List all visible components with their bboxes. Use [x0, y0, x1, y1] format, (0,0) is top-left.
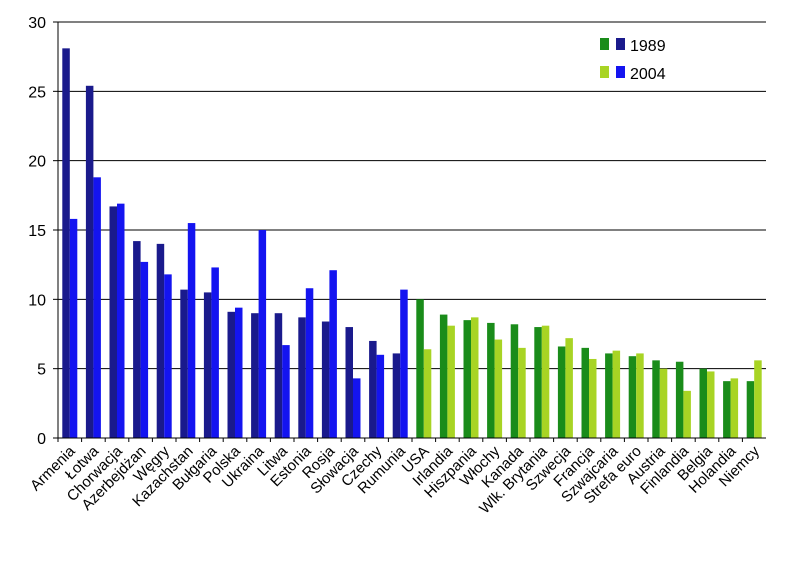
bar-1989-17: [463, 320, 471, 438]
legend: 1989 2004: [600, 38, 666, 83]
bar-1989-28: [723, 381, 731, 438]
bar-2004-3: [140, 261, 149, 438]
bar-1989-26: [675, 361, 684, 438]
bar-2004-20: [541, 325, 550, 438]
bar-2004-13: [376, 354, 385, 438]
bar-1989-12: [345, 327, 353, 438]
bar-1989-18: [487, 322, 495, 438]
bar-2004-5: [187, 223, 196, 438]
bar-1989-2: [109, 206, 117, 438]
legend-swatch-2004-eastern: [600, 66, 609, 78]
bar-1989-25: [652, 360, 660, 438]
bar-2004-2: [117, 203, 125, 438]
bar-1989-5: [180, 289, 188, 438]
bar-1989-3: [133, 241, 141, 438]
bar-1989-29: [746, 381, 755, 438]
legend-swatch-2004-western: [616, 66, 625, 78]
bar-2004-9: [282, 345, 290, 438]
bar-1989-1: [85, 85, 94, 438]
y-tick-label-5: 5: [37, 362, 46, 379]
y-tick-label-20: 20: [28, 154, 46, 171]
bar-1989-23: [605, 353, 613, 438]
bar-2004-23: [612, 350, 621, 438]
y-tick-label-0: 0: [37, 431, 46, 448]
bar-1989-19: [510, 324, 519, 438]
y-tick-label-30: 30: [28, 15, 46, 32]
bar-2004-24: [636, 353, 644, 438]
gridlines: [58, 21, 766, 370]
bar-2004-6: [211, 267, 219, 438]
axes: [53, 21, 766, 442]
bars: [62, 48, 762, 438]
bar-2004-11: [329, 270, 337, 438]
bar-1989-13: [369, 340, 377, 438]
bar-2004-12: [353, 378, 361, 438]
bar-2004-26: [683, 390, 691, 438]
bar-1989-22: [581, 347, 589, 438]
bar-1989-6: [203, 292, 212, 438]
bar-2004-19: [518, 347, 526, 438]
bar-1989-20: [534, 327, 542, 438]
bar-2004-22: [589, 358, 597, 438]
bar-2004-8: [258, 230, 267, 438]
bar-2004-10: [305, 288, 314, 438]
x-category-labels: ArmeniaŁotwaChorwacjaAzerbejdżanWęgryKaz…: [27, 442, 763, 517]
bar-1989-4: [156, 243, 165, 438]
bar-1989-11: [321, 321, 330, 438]
bar-1989-10: [298, 317, 306, 438]
y-tick-label-15: 15: [28, 223, 46, 240]
bar-1989-24: [628, 356, 637, 438]
bar-2004-7: [235, 307, 243, 438]
bar-1989-15: [416, 299, 424, 438]
bar-2004-15: [423, 349, 432, 438]
bar-1989-9: [274, 313, 283, 438]
bar-2004-14: [400, 289, 408, 438]
bar-2004-21: [565, 338, 573, 438]
bar-2004-16: [447, 325, 455, 438]
bar-2004-1: [93, 177, 101, 438]
legend-label-1989: 1989: [630, 38, 666, 55]
legend-label-2004: 2004: [630, 66, 666, 83]
bar-2004-25: [659, 368, 668, 438]
bar-1989-0: [62, 48, 70, 438]
bar-1989-16: [439, 314, 448, 438]
bar-1989-27: [699, 368, 707, 438]
bar-2004-18: [494, 339, 503, 438]
y-tick-labels: 0 5 10 15 20 25 30: [28, 15, 46, 448]
legend-swatch-1989-eastern: [600, 38, 609, 50]
bar-2004-27: [707, 371, 715, 438]
y-tick-label-25: 25: [28, 84, 46, 101]
y-tick-label-10: 10: [28, 292, 46, 309]
bar-1989-14: [392, 353, 401, 438]
bar-2004-28: [730, 378, 739, 438]
bar-1989-21: [557, 346, 566, 438]
bar-2004-0: [69, 218, 78, 438]
bar-2004-17: [471, 317, 479, 438]
bar-1989-8: [251, 313, 259, 438]
bar-2004-29: [754, 360, 762, 438]
legend-swatch-1989-western: [616, 38, 625, 50]
bar-1989-7: [227, 311, 235, 438]
bar-2004-4: [164, 274, 172, 438]
